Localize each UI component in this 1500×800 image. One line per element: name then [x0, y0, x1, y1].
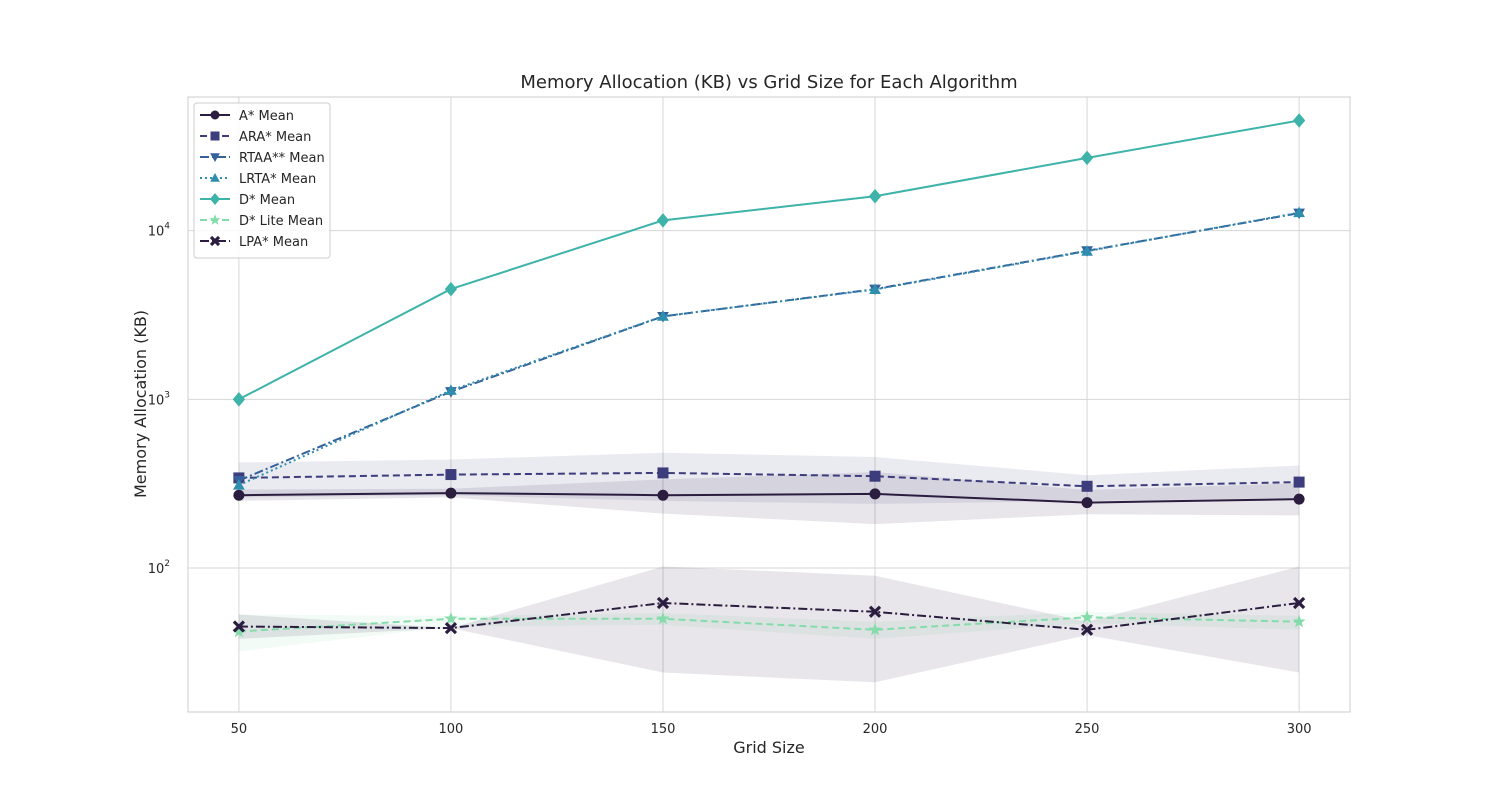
data-point: [210, 172, 220, 182]
legend-item: D* Mean: [200, 193, 295, 208]
data-point: [1293, 476, 1305, 488]
data-point: [869, 283, 881, 294]
series-line: [238, 616, 1300, 633]
legend-label: A* Mean: [239, 109, 294, 124]
y-tick-label: 104: [148, 222, 171, 240]
y-tick-base: 10: [148, 225, 165, 240]
legend-item: RTAA** Mean: [200, 151, 325, 166]
x-tick-label: 200: [863, 722, 888, 737]
data-point: [209, 235, 221, 247]
data-point: [1293, 493, 1305, 505]
series-3: [233, 206, 1305, 490]
y-tick-exponent: 2: [164, 559, 170, 569]
data-point: [1081, 497, 1093, 509]
data-point: [868, 622, 882, 636]
data-point: [445, 384, 457, 395]
confidence-band: [238, 452, 1300, 504]
data-point: [657, 489, 669, 501]
data-point: [210, 110, 220, 120]
data-point: [444, 611, 458, 625]
data-point: [1080, 623, 1094, 636]
series-line: [238, 212, 1300, 482]
confidence-band: [238, 472, 1300, 525]
legend-label: LRTA* Mean: [239, 172, 316, 187]
data-point: [656, 596, 670, 610]
legend-item: D* Lite Mean: [200, 214, 323, 229]
legend-item: LPA* Mean: [200, 235, 308, 250]
data-point: [1080, 150, 1094, 166]
legend-label: RTAA** Mean: [239, 151, 325, 166]
data-point: [233, 489, 245, 501]
x-tick-label: 100: [439, 722, 464, 737]
data-point: [869, 470, 881, 482]
x-tick-label: 250: [1075, 722, 1100, 737]
confidence-band: [238, 611, 1300, 652]
series-line: [238, 601, 1300, 631]
legend: A* Mean ARA* Mean RTAA** Mean LRTA* Mean D* …: [193, 102, 331, 259]
y-tick-label: 102: [148, 559, 170, 577]
data-point: [657, 467, 669, 479]
series-4: [232, 113, 1306, 407]
series-line: [238, 471, 1300, 488]
series-line: [238, 119, 1300, 401]
series-0: [233, 487, 1305, 509]
series-line: [238, 492, 1300, 504]
data-point: [210, 131, 220, 141]
data-point: [656, 213, 670, 228]
data-point: [1292, 113, 1306, 128]
data-point: [210, 153, 220, 163]
legend-item: LRTA* Mean: [200, 172, 316, 187]
data-point: [445, 487, 457, 499]
series-5: [232, 610, 1306, 638]
legend-item: ARA* Mean: [200, 130, 311, 145]
data-point: [656, 611, 670, 625]
series-6: [232, 596, 1306, 636]
data-point: [445, 469, 457, 481]
data-point: [232, 392, 246, 407]
legend-label: ARA* Mean: [239, 130, 311, 145]
data-point: [868, 188, 882, 204]
data-point: [232, 620, 246, 633]
data-point: [209, 193, 221, 205]
x-tick-label: 300: [1287, 722, 1312, 737]
x-axis-label: Grid Size: [733, 738, 805, 757]
legend-label: D* Lite Mean: [239, 214, 323, 229]
data-point: [233, 479, 245, 490]
y-tick-label: 103: [148, 390, 170, 408]
x-tick-label: 50: [231, 722, 248, 737]
data-point: [1292, 614, 1306, 628]
y-tick-base: 10: [148, 393, 165, 408]
y-tick-exponent: 3: [164, 390, 170, 400]
legend-label: D* Mean: [239, 193, 295, 208]
legend-item: A* Mean: [200, 109, 294, 124]
data-point: [657, 310, 669, 321]
y-axis-label: Memory Allocation (KB): [131, 310, 150, 498]
y-tick-exponent: 4: [164, 222, 170, 232]
data-point: [444, 621, 458, 635]
data-point: [869, 488, 881, 500]
series-lines: [232, 113, 1306, 638]
data-point: [1293, 206, 1305, 218]
chart-title: Memory Allocation (KB) vs Grid Size for …: [520, 72, 1017, 93]
data-point: [444, 281, 458, 297]
data-point: [1081, 480, 1093, 492]
legend-label: LPA* Mean: [239, 235, 308, 250]
data-point: [1292, 596, 1306, 610]
data-point: [868, 605, 882, 618]
data-point: [1081, 245, 1093, 256]
data-point: [209, 214, 221, 225]
plot-area: [187, 96, 1351, 713]
data-point: [1080, 610, 1094, 624]
y-tick-base: 10: [148, 562, 165, 577]
x-tick-label: 150: [651, 722, 676, 737]
